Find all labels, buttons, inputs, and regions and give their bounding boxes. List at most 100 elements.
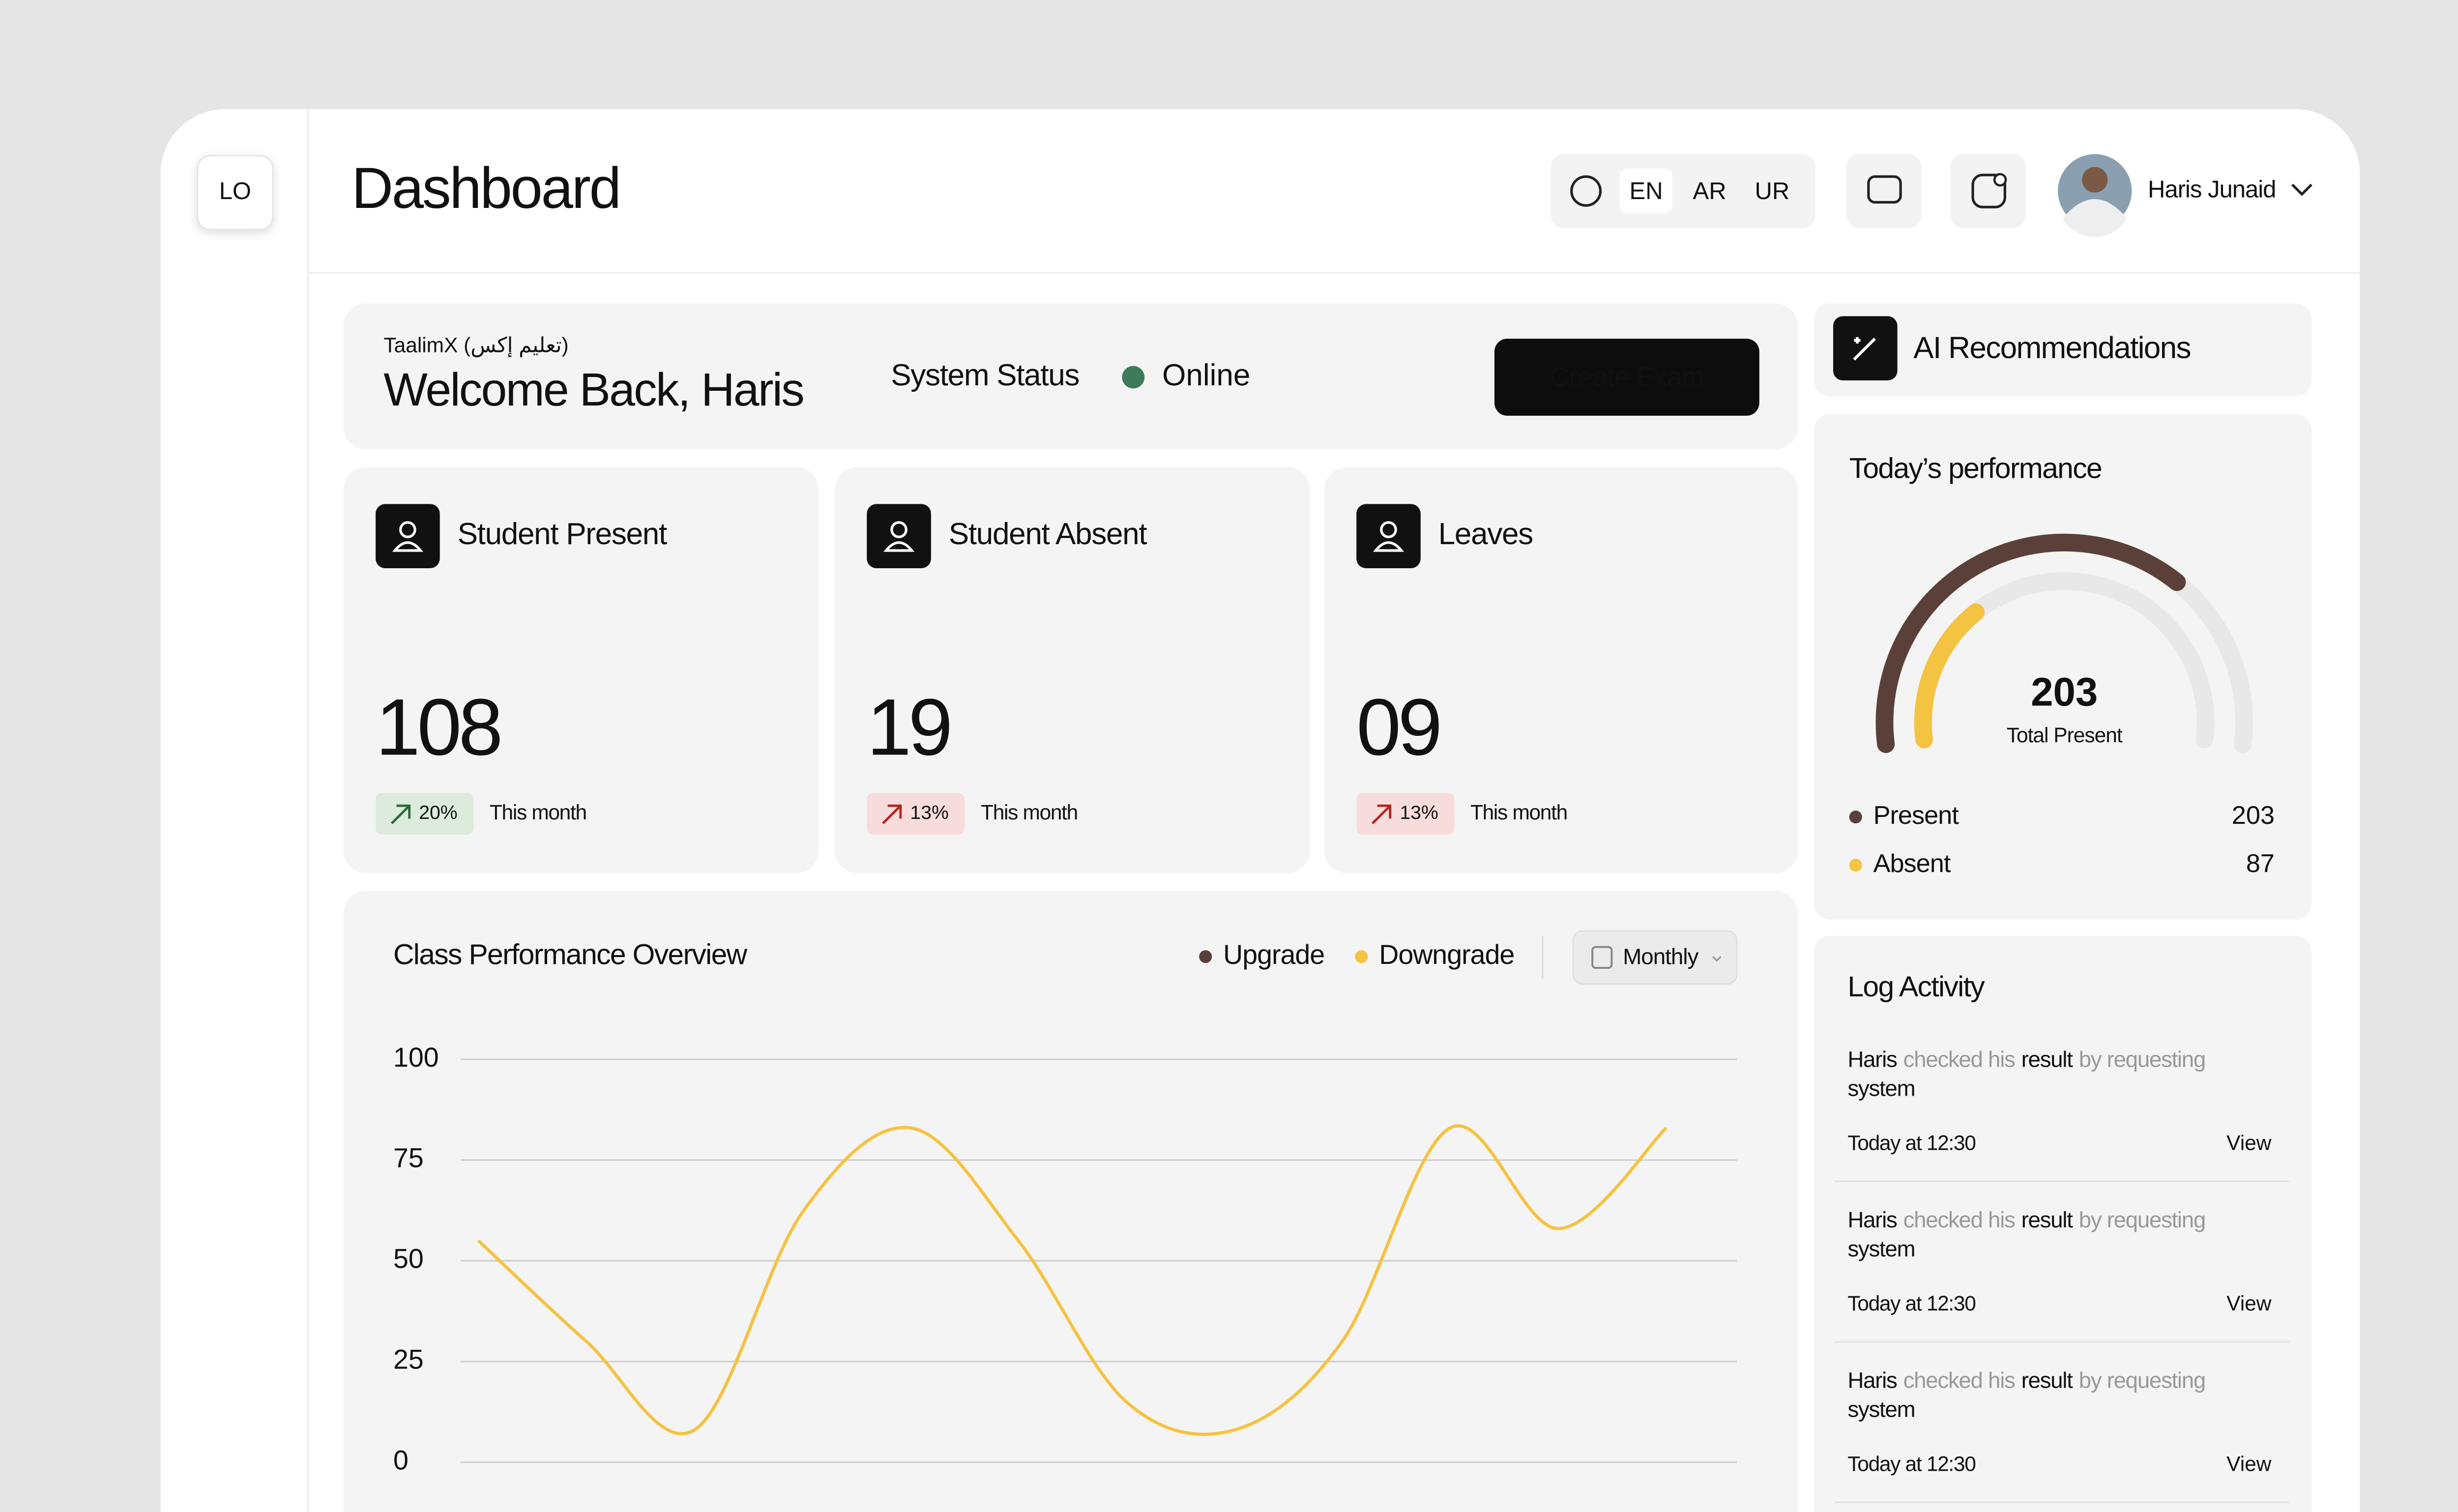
gauge-arc [1914,603,1985,749]
log-view-link[interactable]: View [2226,1292,2272,1315]
user-name[interactable]: Haris Junaid [2148,176,2276,203]
person-icon-head [890,521,907,538]
log-time: Today at 12:30 [1847,1292,1975,1315]
period-filter-label[interactable]: Monthly [1623,944,1699,969]
log-time: Today at 12:30 [1847,1131,1975,1154]
stat-card [834,467,1310,873]
notifications-dot [1993,173,2007,187]
translate-icon [1570,175,1602,207]
legend-dot [1355,950,1368,963]
messages-button[interactable] [1846,154,1922,228]
person-icon-body [1373,541,1405,552]
performance-title: Today’s performance [1849,452,2102,484]
language-switcher [1551,154,1816,228]
log-actor: Haris [1847,1047,1897,1072]
notifications-button[interactable] [1950,154,2026,228]
log-message: Haris checked his result by requesting [1847,1047,2205,1072]
legend-value: 87 [2246,849,2275,878]
status-value: Online [1162,358,1250,392]
log-actor: Haris [1847,1207,1897,1232]
stat-label: Student Absent [949,517,1147,551]
y-tick-label: 0 [393,1445,409,1475]
chart-card [343,891,1798,1512]
ai-wand-icon [1853,337,1876,361]
stat-label: Student Present [458,517,667,551]
status-dot [1122,366,1145,389]
notifications-icon [1971,174,2006,208]
person-icon-body [883,541,915,552]
log-actor: Haris [1847,1368,1897,1393]
ai-card[interactable] [1814,303,2312,397]
gauge-value: 203 [2031,669,2098,714]
greeting: Welcome Back, Haris [383,364,803,416]
trend-arrow [1372,804,1392,824]
change-value: 13% [1400,802,1438,823]
brand: TaalimX (تعليم إكس) [383,334,568,358]
log-view-link[interactable]: View [2226,1131,2272,1154]
logo-button[interactable] [197,155,274,231]
log-message: Haris checked his result by requesting [1847,1368,2205,1393]
log-action: checked his [1903,1368,2015,1393]
person-icon-head [1380,521,1397,538]
change-period: This month [1470,801,1567,824]
stat-value: 09 [1356,682,1439,772]
log-action: checked his [1903,1207,2015,1232]
status-label: System Status [891,358,1079,392]
calendar-icon [1591,946,1613,969]
legend-dot [1849,858,1862,872]
create-exam-button[interactable] [1494,339,1759,416]
change-value: 13% [910,802,948,823]
y-tick-label: 75 [393,1143,424,1173]
legend-label: Upgrade [1223,939,1324,970]
messages-icon [1867,175,1902,204]
y-tick-label: 100 [393,1042,439,1073]
log-message-end: system [1847,1396,1915,1422]
legend-dot [1849,811,1862,824]
log-view-link[interactable]: View [2226,1452,2272,1475]
legend-label: Present [1873,801,1960,830]
log-object: result [2021,1207,2074,1232]
log-object: result [2021,1368,2074,1393]
trend-arrow [882,804,902,824]
log-detail: by requesting [2079,1207,2205,1232]
log-message-end: system [1847,1076,1915,1101]
log-card [1814,935,2312,1512]
avatar-head [2082,167,2108,193]
performance-card [1814,414,2312,920]
period-filter[interactable] [1572,930,1738,985]
change-badge [867,793,965,835]
language-option[interactable]: AR [1693,178,1726,204]
log-title: Log Activity [1847,971,1985,1003]
trend-arrow [391,804,411,824]
ai-title: AI Recommendations [1913,331,2191,365]
language-option[interactable]: EN [1630,178,1663,204]
stat-value: 19 [867,682,950,772]
legend-dot [1199,950,1212,963]
user-menu-chevron[interactable] [2291,183,2312,196]
log-message-end: system [1847,1236,1915,1261]
change-badge [376,793,474,835]
person-icon-body [392,541,423,552]
legend-label: Downgrade [1379,939,1514,970]
log-message: Haris checked his result by requesting [1847,1207,2205,1232]
legend-label: Absent [1873,849,1951,878]
change-badge [1356,793,1455,835]
gauge-label: Total Present [2007,724,2123,747]
chart-title: Class Performance Overview [393,939,748,971]
person-icon-head [399,521,416,538]
legend-value: 203 [2232,801,2275,830]
language-option[interactable]: UR [1755,178,1790,204]
change-value: 20% [419,802,457,823]
change-period: This month [490,801,586,824]
period-filter-chevron [1712,956,1722,962]
log-time: Today at 12:30 [1847,1452,1975,1475]
log-detail: by requesting [2079,1368,2205,1393]
y-tick-label: 50 [393,1244,424,1274]
log-action: checked his [1903,1047,2015,1072]
page-title: Dashboard [351,156,620,220]
create-exam-label[interactable]: Create Exam [1550,361,1704,392]
gauge-arc [1875,533,2186,753]
log-detail: by requesting [2079,1047,2205,1072]
